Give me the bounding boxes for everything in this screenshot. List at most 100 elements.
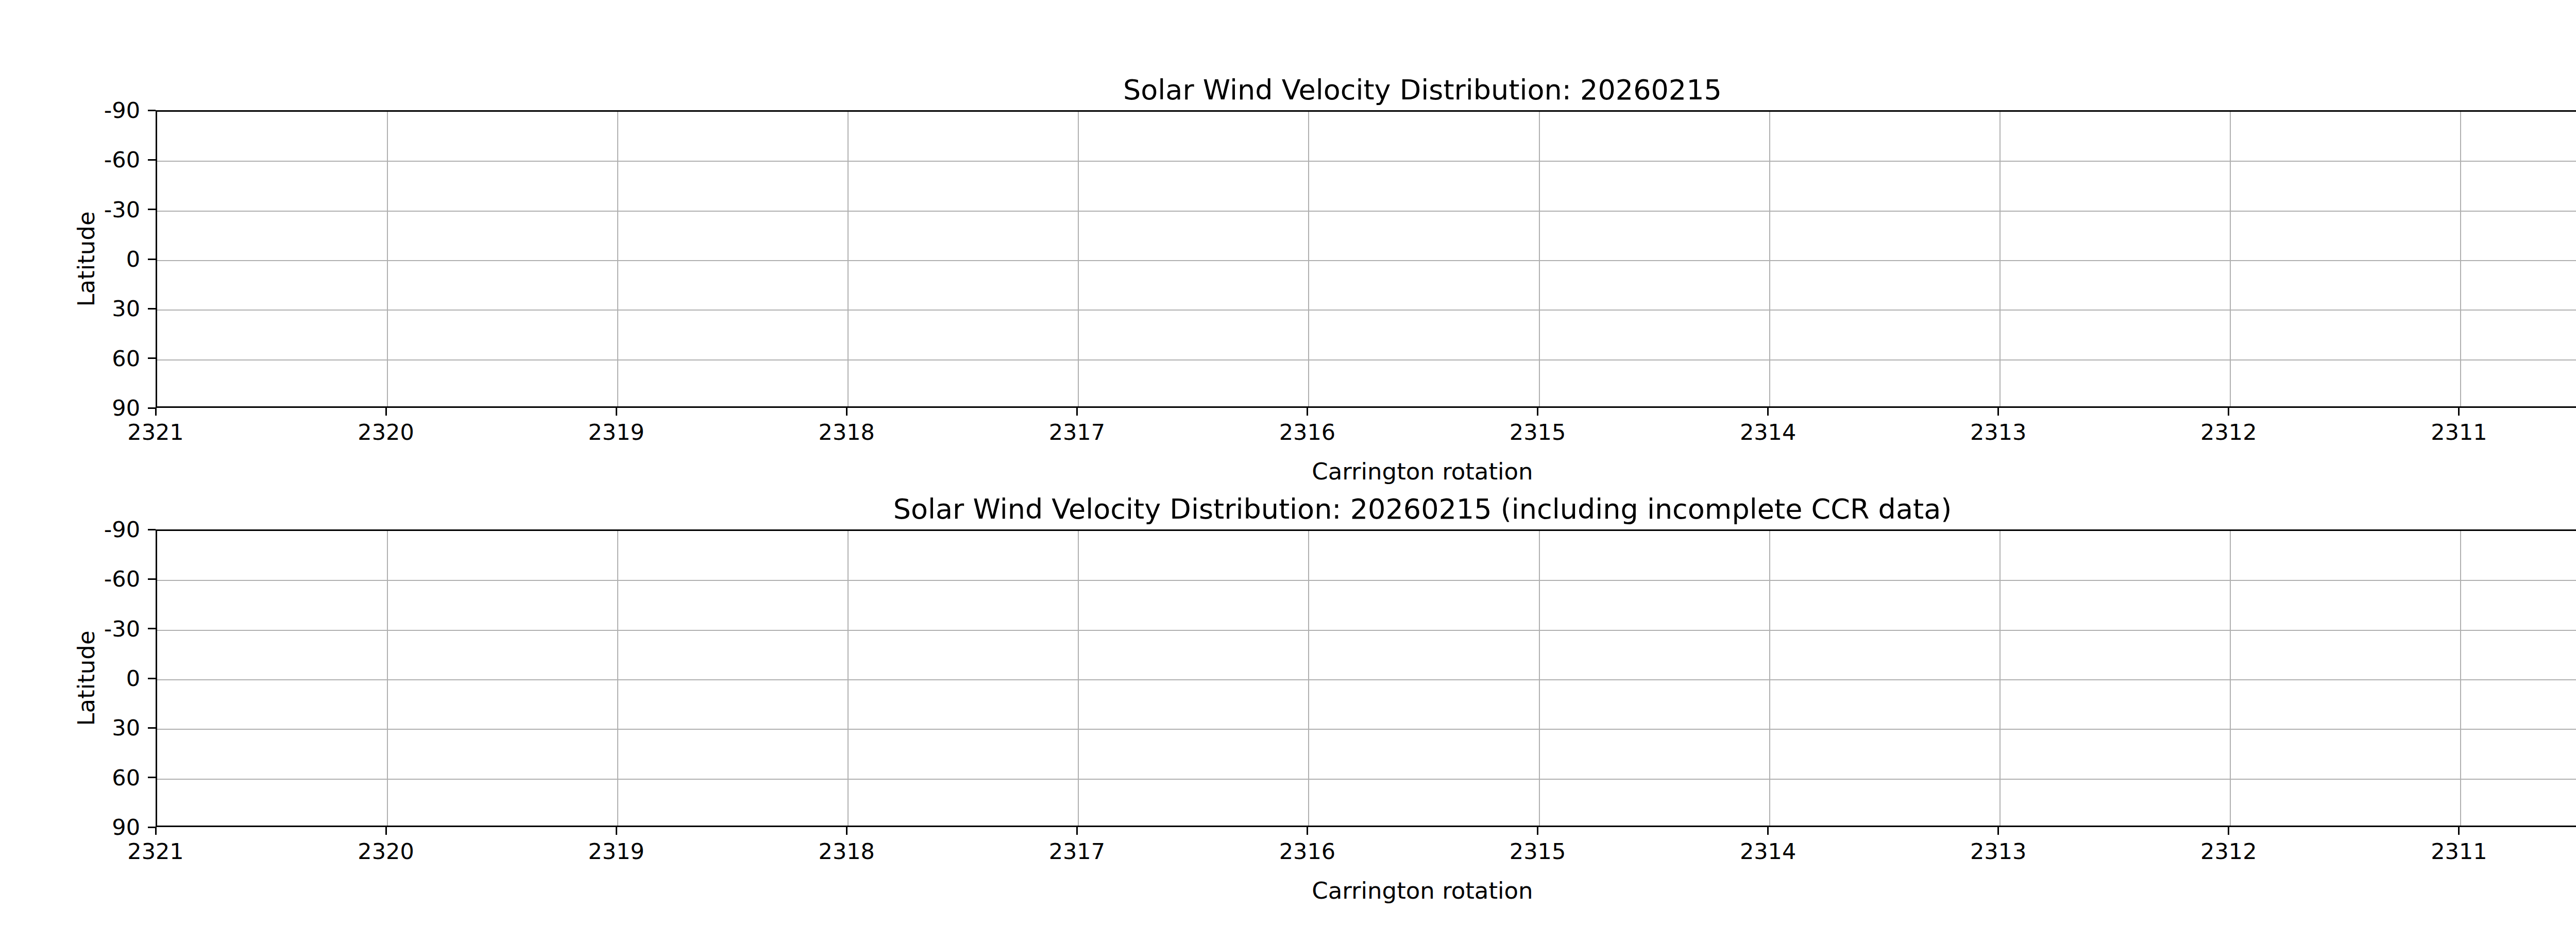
x-tick-mark <box>385 827 387 835</box>
y-tick-mark <box>148 209 156 210</box>
y-tick-label: 30 <box>22 717 140 739</box>
x-tick-mark <box>1767 408 1769 416</box>
x-tick-label: 2321 <box>104 421 207 443</box>
gridline-x <box>387 112 388 406</box>
x-tick-label: 2315 <box>1486 421 1589 443</box>
gridline-x <box>848 112 849 406</box>
x-tick-label: 2311 <box>2408 840 2511 862</box>
x-tick-mark <box>846 827 848 835</box>
x-tick-label: 2317 <box>1025 421 1128 443</box>
y-tick-label: -60 <box>22 568 140 590</box>
x-tick-label: 2312 <box>2177 421 2280 443</box>
y-tick-mark <box>148 578 156 580</box>
x-tick-mark <box>385 408 387 416</box>
y-tick-mark <box>148 110 156 111</box>
gridline-y <box>157 359 2576 360</box>
x-tick-mark <box>1767 827 1769 835</box>
subplot-1-title: Solar Wind Velocity Distribution: 202602… <box>156 75 2576 106</box>
gridline-y <box>157 580 2576 581</box>
subplot-1-axes <box>156 110 2576 408</box>
x-tick-mark <box>2228 827 2229 835</box>
gridline-x <box>2460 531 2461 826</box>
y-tick-mark <box>148 529 156 530</box>
y-tick-label: -60 <box>22 149 140 170</box>
x-tick-label: 2320 <box>334 840 437 862</box>
gridline-x <box>1769 531 1770 826</box>
gridline-x <box>617 112 618 406</box>
gridline-x <box>1999 531 2001 826</box>
x-tick-label: 2319 <box>565 421 668 443</box>
y-tick-label: 90 <box>22 397 140 419</box>
x-tick-label: 2318 <box>795 840 898 862</box>
x-tick-mark <box>155 827 157 835</box>
y-tick-label: 0 <box>22 248 140 270</box>
x-tick-mark <box>1076 408 1078 416</box>
figure: Solar Wind Velocity Distribution: 202602… <box>0 0 2576 927</box>
gridline-x <box>1078 112 1079 406</box>
x-tick-label: 2313 <box>1947 421 2050 443</box>
y-tick-label: -90 <box>22 519 140 540</box>
x-tick-label: 2315 <box>1486 840 1589 862</box>
x-tick-label: 2314 <box>1717 421 1820 443</box>
x-tick-label: 2311 <box>2408 421 2511 443</box>
x-tick-label: 2321 <box>104 840 207 862</box>
x-tick-mark <box>2458 408 2460 416</box>
x-tick-mark <box>155 408 157 416</box>
x-tick-label: 2312 <box>2177 840 2280 862</box>
y-tick-label: 60 <box>22 767 140 788</box>
gridline-y <box>157 679 2576 680</box>
y-tick-label: 60 <box>22 348 140 369</box>
y-tick-mark <box>148 357 156 359</box>
subplot-2-xlabel: Carrington rotation <box>156 879 2576 903</box>
y-tick-label: 0 <box>22 667 140 689</box>
gridline-y <box>157 260 2576 261</box>
gridline-y <box>157 729 2576 730</box>
gridline-x <box>617 531 618 826</box>
x-tick-mark <box>846 408 848 416</box>
y-tick-label: -30 <box>22 618 140 640</box>
x-tick-label: 2316 <box>1256 421 1359 443</box>
gridline-x <box>1078 531 1079 826</box>
x-tick-mark <box>2228 408 2229 416</box>
y-tick-mark <box>148 727 156 729</box>
y-tick-mark <box>148 827 156 828</box>
x-tick-mark <box>1307 408 1308 416</box>
y-tick-mark <box>148 259 156 260</box>
x-tick-label: 2320 <box>334 421 437 443</box>
y-tick-label: -90 <box>22 99 140 121</box>
y-tick-label: 90 <box>22 816 140 838</box>
y-tick-mark <box>148 678 156 679</box>
x-tick-label: 2319 <box>565 840 668 862</box>
x-tick-mark <box>1997 408 1999 416</box>
gridline-y <box>157 779 2576 780</box>
subplot-2-title: Solar Wind Velocity Distribution: 202602… <box>156 494 2576 525</box>
y-tick-label: -30 <box>22 199 140 220</box>
gridline-x <box>387 531 388 826</box>
x-tick-mark <box>1997 827 1999 835</box>
x-tick-label: 2317 <box>1025 840 1128 862</box>
gridline-x <box>1308 531 1309 826</box>
gridline-x <box>1308 112 1309 406</box>
x-tick-mark <box>616 827 617 835</box>
y-tick-mark <box>148 628 156 629</box>
gridline-y <box>157 630 2576 631</box>
gridline-y <box>157 211 2576 212</box>
gridline-x <box>1539 531 1540 826</box>
gridline-x <box>1539 112 1540 406</box>
gridline-x <box>2230 112 2231 406</box>
x-tick-label: 2316 <box>1256 840 1359 862</box>
y-tick-label: 30 <box>22 298 140 319</box>
gridline-x <box>2460 112 2461 406</box>
subplot-2-axes <box>156 529 2576 827</box>
gridline-x <box>2230 531 2231 826</box>
y-tick-mark <box>148 308 156 310</box>
x-tick-mark <box>1537 827 1538 835</box>
gridline-x <box>1999 112 2001 406</box>
x-tick-mark <box>1307 827 1308 835</box>
x-tick-label: 2314 <box>1717 840 1820 862</box>
gridline-x <box>1769 112 1770 406</box>
x-tick-label: 2313 <box>1947 840 2050 862</box>
gridline-y <box>157 161 2576 162</box>
gridline-x <box>848 531 849 826</box>
gridline-y <box>157 310 2576 311</box>
